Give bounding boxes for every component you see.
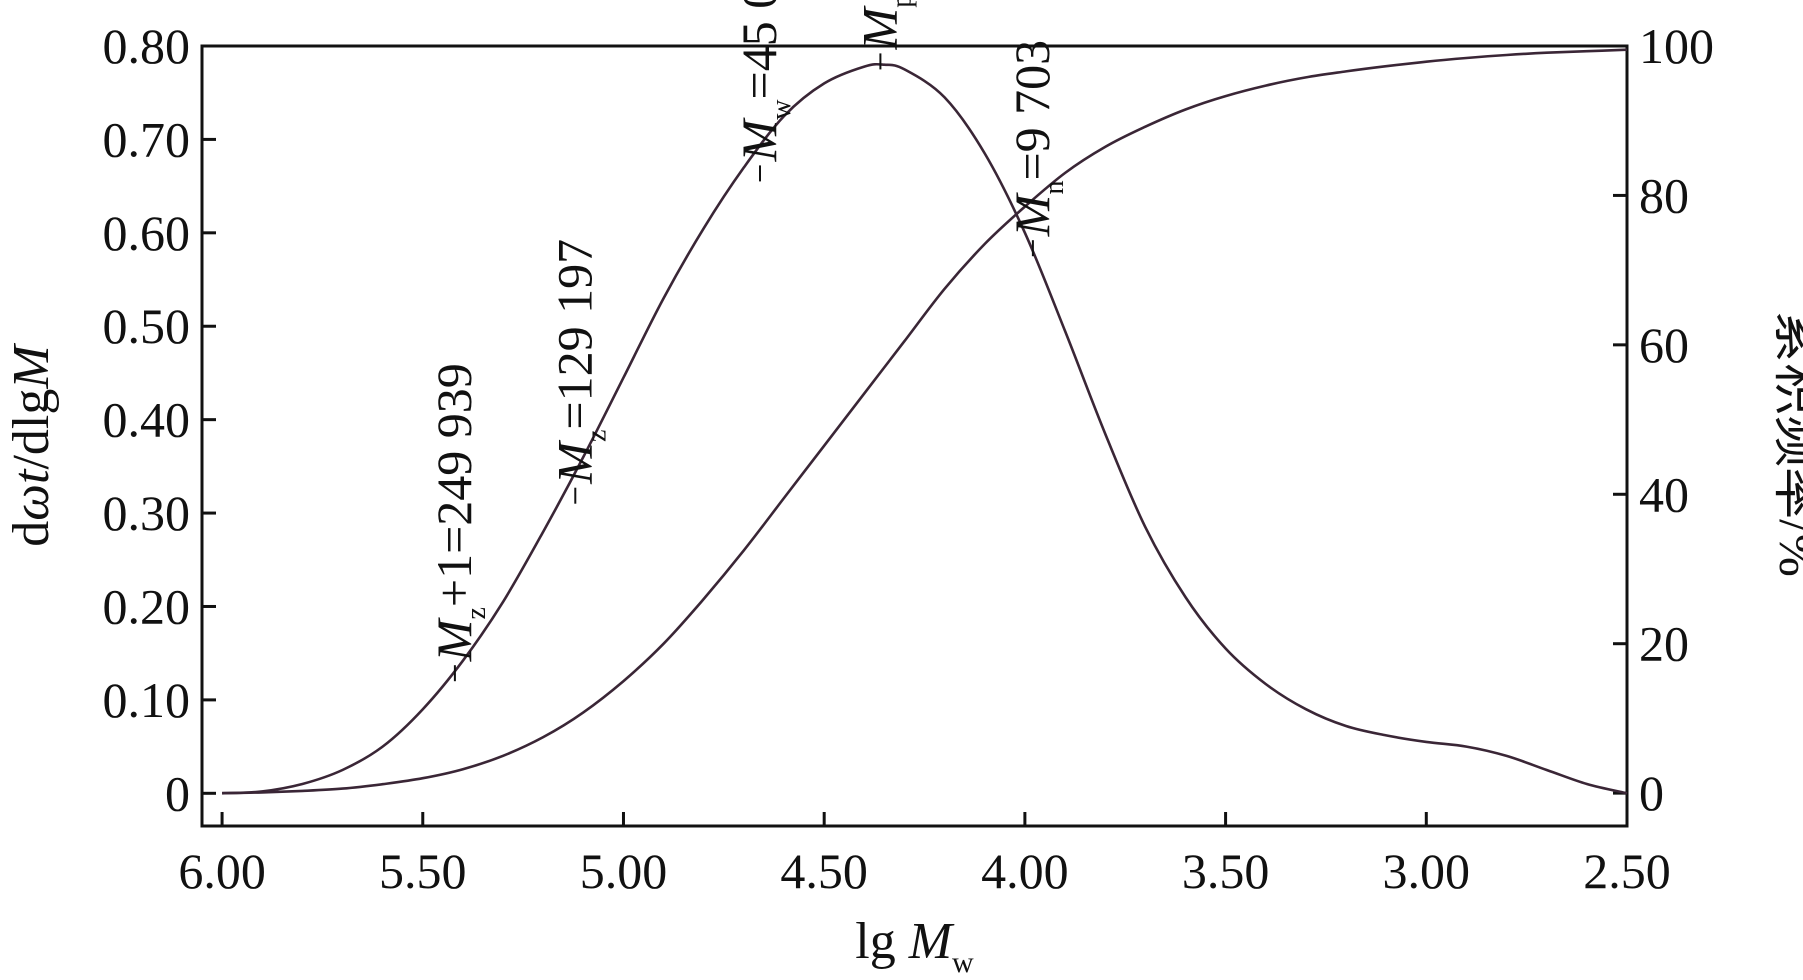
annotation-symbol: M	[1004, 192, 1060, 237]
annotation-symbol: M	[731, 117, 787, 162]
annotation-text: Mp=22 368	[851, 0, 917, 50]
annotation-value: =129 197	[546, 239, 602, 430]
annotation-value: =45 047	[731, 0, 787, 100]
right-y-axis-title: 累积频率/%	[1768, 311, 1803, 577]
x-tick-label: 4.00	[981, 843, 1069, 899]
annotation-value: =9 703	[1004, 40, 1060, 181]
annotation-text: Mw=45 047	[731, 0, 797, 162]
annotation-subscript: z	[461, 607, 492, 619]
x-tick-label: 2.50	[1583, 843, 1671, 899]
right-y-tick-label: 80	[1639, 167, 1689, 223]
right-y-tick-label: 20	[1639, 616, 1689, 672]
left-y-title-part4: M	[3, 343, 60, 390]
annotation-text: Mz=129 197	[546, 239, 612, 485]
annotation-symbol: M	[426, 617, 482, 662]
annotation-subscript: z	[581, 430, 612, 442]
right-y-tick-label: 0	[1639, 765, 1664, 821]
left-y-tick-label: 0.40	[103, 392, 191, 448]
annotation-subscript: p	[886, 0, 917, 8]
x-axis-title-symbol: M	[908, 913, 955, 970]
left-y-tick-label: 0.80	[103, 18, 191, 74]
x-axis-title-subscript: w	[952, 946, 974, 979]
left-y-tick-label: 0.60	[103, 205, 191, 261]
x-tick-label: 5.00	[580, 843, 668, 899]
right-y-tick-label: 40	[1639, 466, 1689, 522]
annotation-label: Mz+1=249 939	[426, 363, 492, 682]
annotation-symbol: M	[851, 5, 907, 50]
right-y-tick-label: 100	[1639, 18, 1714, 74]
distribution-line	[222, 62, 1628, 795]
annotation-subscript: w	[766, 99, 797, 120]
x-axis-title-prefix: lg	[855, 913, 908, 970]
annotation-symbol: M	[546, 440, 602, 485]
x-tick-label: 4.50	[780, 843, 868, 899]
plot-frame	[200, 44, 1629, 828]
right-y-axis-ticks: 0 20 40 60 80 100	[1613, 18, 1714, 821]
left-y-title-part1: d	[3, 521, 60, 547]
annotation-label: Mw=45 047	[731, 0, 797, 182]
annotation-text: Mn=9 703	[1004, 40, 1070, 237]
x-axis-ticks: 6.00 5.50 5.00 4.50 4.00 3.50 3.00 2.50	[178, 812, 1671, 899]
x-tick-label: 6.00	[178, 843, 266, 899]
left-y-axis-ticks: 0 0.10 0.20 0.30 0.40 0.50 0.60 0.70 0.80	[103, 18, 216, 821]
annotation-label: Mp=22 368	[851, 0, 917, 70]
plot-border	[200, 44, 1629, 828]
left-y-tick-label: 0	[165, 765, 190, 821]
left-y-tick-label: 0.70	[103, 111, 191, 167]
left-y-title-part3: /dlg	[3, 389, 60, 470]
left-y-tick-label: 0.50	[103, 298, 191, 354]
annotation-subscript: n	[1039, 181, 1070, 195]
left-y-tick-label: 0.30	[103, 485, 191, 541]
x-tick-label: 5.50	[379, 843, 467, 899]
x-axis-title: lg Mw	[855, 913, 974, 979]
annotation-label: Mn=9 703	[1004, 40, 1070, 257]
right-y-tick-label: 60	[1639, 317, 1689, 373]
annotation-value: +1=249 939	[426, 363, 482, 607]
left-y-title-part2: ωt	[3, 468, 60, 521]
x-tick-label: 3.00	[1383, 843, 1471, 899]
annotation-label: Mz=129 197	[546, 239, 612, 504]
cumulative-frequency-line	[222, 48, 1628, 795]
left-y-axis-title: dωt/dlgM	[3, 343, 60, 547]
series-layer	[222, 48, 1628, 795]
left-y-tick-label: 0.20	[103, 578, 191, 634]
x-tick-label: 3.50	[1182, 843, 1270, 899]
left-y-tick-label: 0.10	[103, 672, 191, 728]
annotation-text: Mz+1=249 939	[426, 363, 492, 662]
